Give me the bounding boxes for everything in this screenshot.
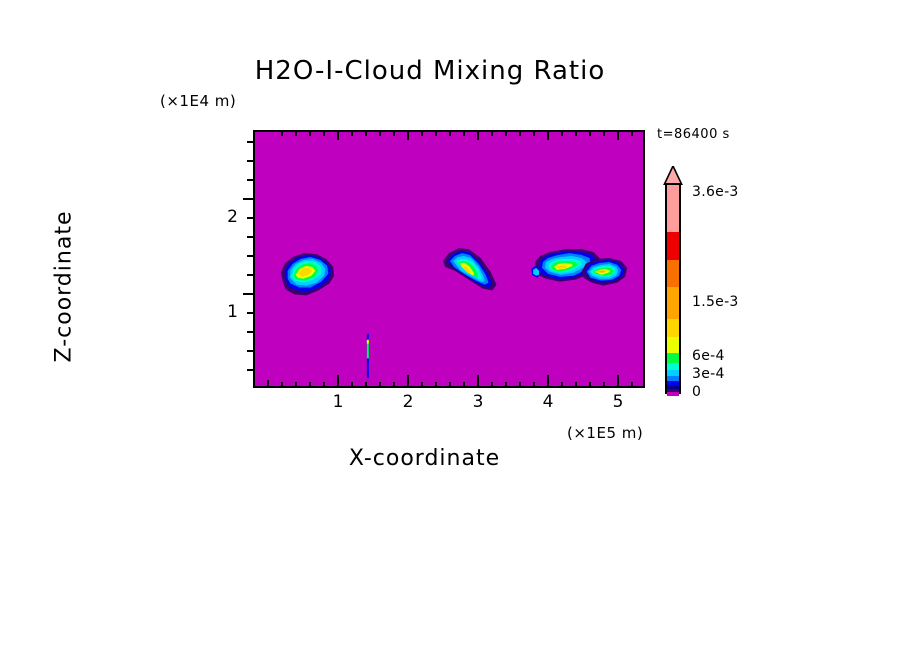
cbar-band-1_2e-4 bbox=[667, 389, 679, 392]
cbar-band-1_5e-3 bbox=[667, 287, 679, 319]
cloud-middle-feature bbox=[443, 248, 497, 291]
contour-canvas bbox=[255, 132, 643, 386]
x-unit-label: (×1E5 m) bbox=[567, 424, 644, 442]
y-axis-title: Z-coordinate bbox=[51, 210, 77, 363]
contour-plot bbox=[253, 130, 645, 388]
x-tick-label-3: 3 bbox=[472, 392, 484, 412]
cbar-band-1_2e-3 bbox=[667, 319, 679, 337]
cbar-band-2_9e-3 bbox=[667, 232, 679, 260]
cbar-band-1_8e-4 bbox=[667, 386, 679, 389]
cbar-band-3_6e-3 bbox=[667, 185, 679, 232]
page-title: H2O-I-Cloud Mixing Ratio bbox=[0, 56, 904, 86]
x-axis-title: X-coordinate bbox=[0, 446, 904, 471]
y-unit-label: (×1E4 m) bbox=[160, 92, 237, 110]
cbar-band-3_6e-4 bbox=[667, 370, 679, 376]
x-tick-label-5: 5 bbox=[612, 392, 624, 412]
cbar-band-0 bbox=[667, 392, 679, 396]
y-tick-label-2: 2 bbox=[227, 207, 238, 227]
timestamp-annotation: t=86400 s bbox=[657, 127, 730, 142]
title-text: H2O-I-Cloud Mixing Ratio bbox=[254, 56, 606, 86]
x-tick-label-4: 4 bbox=[542, 392, 554, 412]
cbar-band-2_4e-4 bbox=[667, 381, 679, 386]
cbar-band-3e-4 bbox=[667, 376, 679, 381]
cbar-label-0: 0 bbox=[692, 384, 702, 400]
cbar-band-6e-4 bbox=[667, 353, 679, 363]
cbar-band-4_5e-4 bbox=[667, 363, 679, 370]
cbar-label-6e-4: 6e-4 bbox=[692, 348, 725, 364]
streak-artifact bbox=[366, 333, 369, 379]
x-axis-title-text: X-coordinate bbox=[348, 446, 501, 471]
y-tick-label-1: 1 bbox=[227, 302, 238, 322]
cbar-band-2_2e-3 bbox=[667, 260, 679, 287]
cbar-label-3e-4: 3e-4 bbox=[692, 366, 725, 382]
colorbar bbox=[665, 183, 681, 396]
x-tick-label-1: 1 bbox=[332, 392, 344, 412]
x-tick-label-2: 2 bbox=[402, 392, 414, 412]
cloud-right-feature bbox=[531, 249, 628, 286]
cbar-band-9e-4 bbox=[667, 337, 679, 353]
colorbar-arrow-cap bbox=[663, 166, 683, 185]
cloud-left-feature bbox=[280, 253, 335, 296]
cbar-label-3_6e-3: 3.6e-3 bbox=[692, 184, 739, 200]
cbar-label-1_5e-3: 1.5e-3 bbox=[692, 294, 739, 310]
